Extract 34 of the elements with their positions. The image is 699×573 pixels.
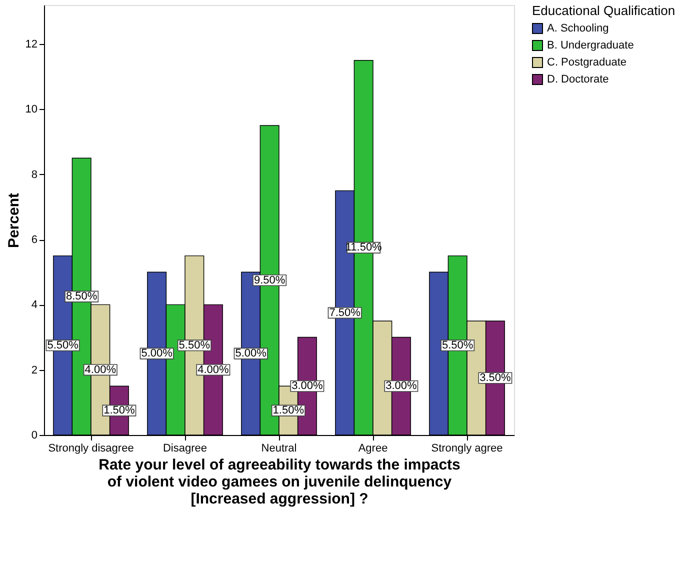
y-tick-label: 2 [31,364,38,376]
x-axis-title: Rate your level of agreeability towards the impacts of violent video gamees on juvenile delinquency [Increased aggression] ? [98,456,460,508]
data-label: 5.00% [235,348,267,360]
data-label: 9.50% [254,274,286,286]
data-label: 1.50% [272,404,304,417]
data-label: 3.50% [480,372,512,384]
legend-label: D. Doctorate [547,74,609,86]
y-axis-title: Percent [5,192,22,248]
y-tick-label: 4 [31,299,38,312]
y-tick-label: 0 [31,430,38,442]
legend-title: Educational Qualification [532,3,676,18]
data-label: 5.00% [141,348,173,360]
x-tick-label: Strongly agree [431,442,503,454]
x-tick-label: Neutral [261,442,297,454]
y-tick-label: 10 [25,104,38,116]
x-tick-label: Strongly disagree [48,442,134,454]
legend-label: A. Schooling [547,22,609,34]
y-tick-label: 6 [31,234,38,246]
data-label: 3.00% [292,380,324,392]
data-label: 7.50% [329,306,361,319]
data-label: 4.00% [84,364,116,376]
legend-label: C. Postgraduate [547,56,626,68]
y-tick-label: 12 [25,38,38,51]
x-tick-label: Agree [358,442,388,454]
data-label: 5.50% [178,339,210,352]
data-label: 4.00% [198,364,230,376]
y-tick-label: 8 [31,168,38,181]
x-tick-label: Disagree [162,442,208,454]
data-label: 3.00% [386,380,418,392]
data-label: 8.50% [66,290,98,303]
data-label: 5.50% [47,339,79,352]
data-label: 5.50% [442,339,474,352]
legend-label: B. Undergraduate [547,40,634,52]
data-label: 1.50% [104,404,136,417]
